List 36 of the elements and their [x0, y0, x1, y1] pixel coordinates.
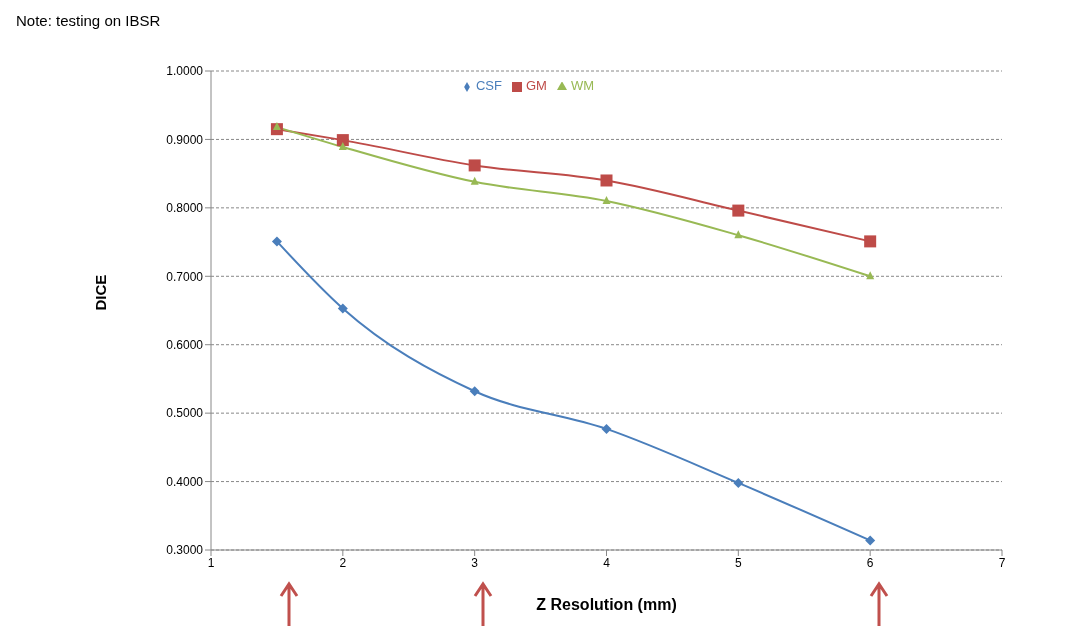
y-tick-label: 1.0000: [166, 64, 204, 79]
point: [468, 159, 481, 172]
legend-label: WM: [570, 78, 595, 93]
point: [336, 134, 349, 147]
x-tick-label: 5: [734, 555, 742, 570]
point: [338, 141, 347, 150]
point: [732, 204, 745, 217]
y-tick-label: 0.6000: [166, 337, 204, 352]
point: [271, 236, 282, 247]
text: Note: testing on IBSR: [16, 12, 161, 29]
point: [600, 174, 613, 187]
point: [864, 235, 877, 248]
y-tick-label: 0.7000: [166, 269, 204, 284]
x-tick-label: 2: [339, 555, 347, 570]
point: [337, 303, 348, 314]
point: [865, 535, 876, 546]
x-tick-label: 7: [998, 555, 1006, 570]
legend-label: CSF: [475, 78, 502, 93]
y-axis-title: DICE: [92, 274, 110, 311]
point: [469, 386, 480, 397]
point: [470, 176, 479, 185]
legend-label: GM: [525, 78, 547, 93]
x-tick-label: 4: [603, 555, 611, 570]
point: [272, 122, 281, 131]
point: [733, 477, 744, 488]
y-tick-label: 0.9000: [166, 132, 204, 147]
y-tick-label: 0.4000: [166, 474, 204, 489]
x-tick-label: 3: [471, 555, 479, 570]
y-tick-label: 0.3000: [166, 543, 204, 558]
y-tick-label: 0.5000: [166, 406, 204, 421]
x-tick-label: 6: [866, 555, 874, 570]
x-axis-title: Z Resolution (mm): [536, 596, 677, 613]
point: [601, 423, 612, 434]
point: [602, 196, 611, 205]
x-tick-label: 1: [207, 555, 215, 570]
y-tick-label: 0.8000: [166, 201, 204, 216]
